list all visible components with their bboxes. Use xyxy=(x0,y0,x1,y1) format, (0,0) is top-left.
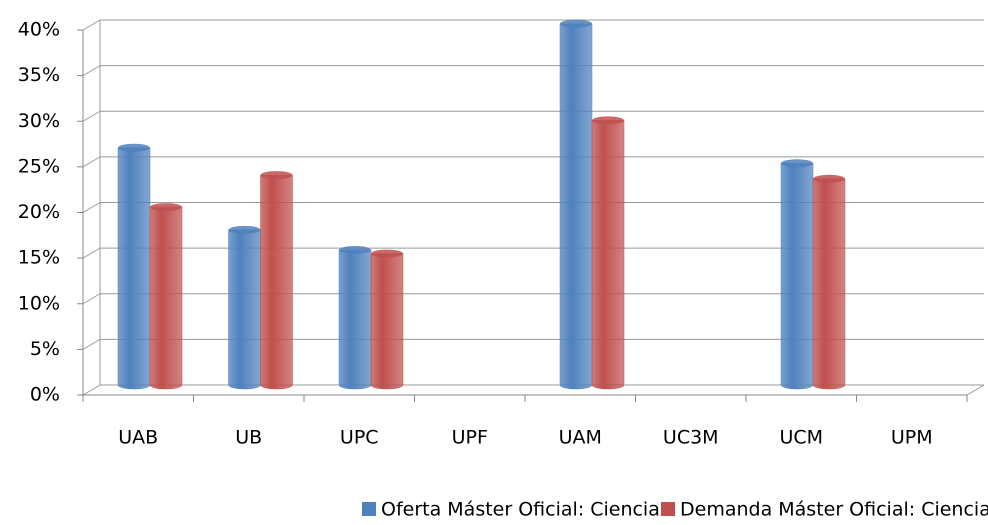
bar-top xyxy=(150,203,182,212)
x-tick-label: UB xyxy=(235,427,262,449)
x-tick-label: UPF xyxy=(452,427,488,449)
bar-top xyxy=(339,245,371,254)
bar xyxy=(780,163,814,390)
bar-top xyxy=(228,225,261,234)
grid-diag xyxy=(82,156,101,168)
grid-diag xyxy=(82,338,101,350)
bar-top xyxy=(592,116,624,125)
y-tick-label: 25% xyxy=(18,155,60,177)
bar xyxy=(260,174,293,390)
bar xyxy=(149,206,183,390)
bar-top xyxy=(813,174,845,183)
x-tick-label: UAM xyxy=(559,427,602,449)
grid-diag xyxy=(82,293,101,305)
y-tick-label: 5% xyxy=(30,338,60,360)
y-tick-label: 40% xyxy=(18,19,60,41)
bar xyxy=(370,253,404,390)
y-tick-label: 15% xyxy=(18,247,60,269)
bar xyxy=(117,147,151,390)
bar xyxy=(228,229,261,390)
bar xyxy=(812,178,846,390)
x-tick-label: UPC xyxy=(340,427,379,449)
floor-right xyxy=(966,384,985,396)
y-tick-label: 30% xyxy=(18,110,60,132)
grid-diag xyxy=(82,247,101,259)
legend-swatch xyxy=(661,502,675,516)
grid-diag xyxy=(82,384,101,396)
y-tick-label: 35% xyxy=(18,64,60,86)
bar-top xyxy=(260,171,293,180)
bar-top xyxy=(781,159,813,168)
y-tick-label: 20% xyxy=(18,201,60,223)
x-tick-label: UPM xyxy=(891,427,933,449)
legend-label: Demanda Máster Oficial: Ciencias xyxy=(680,499,988,521)
bar-top xyxy=(118,143,150,152)
grid-diag xyxy=(82,110,101,122)
bar xyxy=(338,249,372,390)
legend-label: Oferta Máster Oficial: Ciencias xyxy=(381,499,670,521)
grid-diag xyxy=(82,202,101,213)
y-tick-label: 0% xyxy=(30,384,60,406)
bar-top xyxy=(371,249,403,258)
bar xyxy=(559,23,593,390)
bar-top xyxy=(560,19,592,28)
bar xyxy=(591,120,625,390)
x-tick-label: UAB xyxy=(118,427,158,449)
x-tick-label: UC3M xyxy=(663,427,719,449)
grid-diag xyxy=(82,19,101,31)
legend-swatch xyxy=(362,502,376,516)
y-tick-label: 10% xyxy=(18,292,60,314)
grid-diag xyxy=(82,65,101,77)
x-tick-label: UCM xyxy=(779,427,823,449)
